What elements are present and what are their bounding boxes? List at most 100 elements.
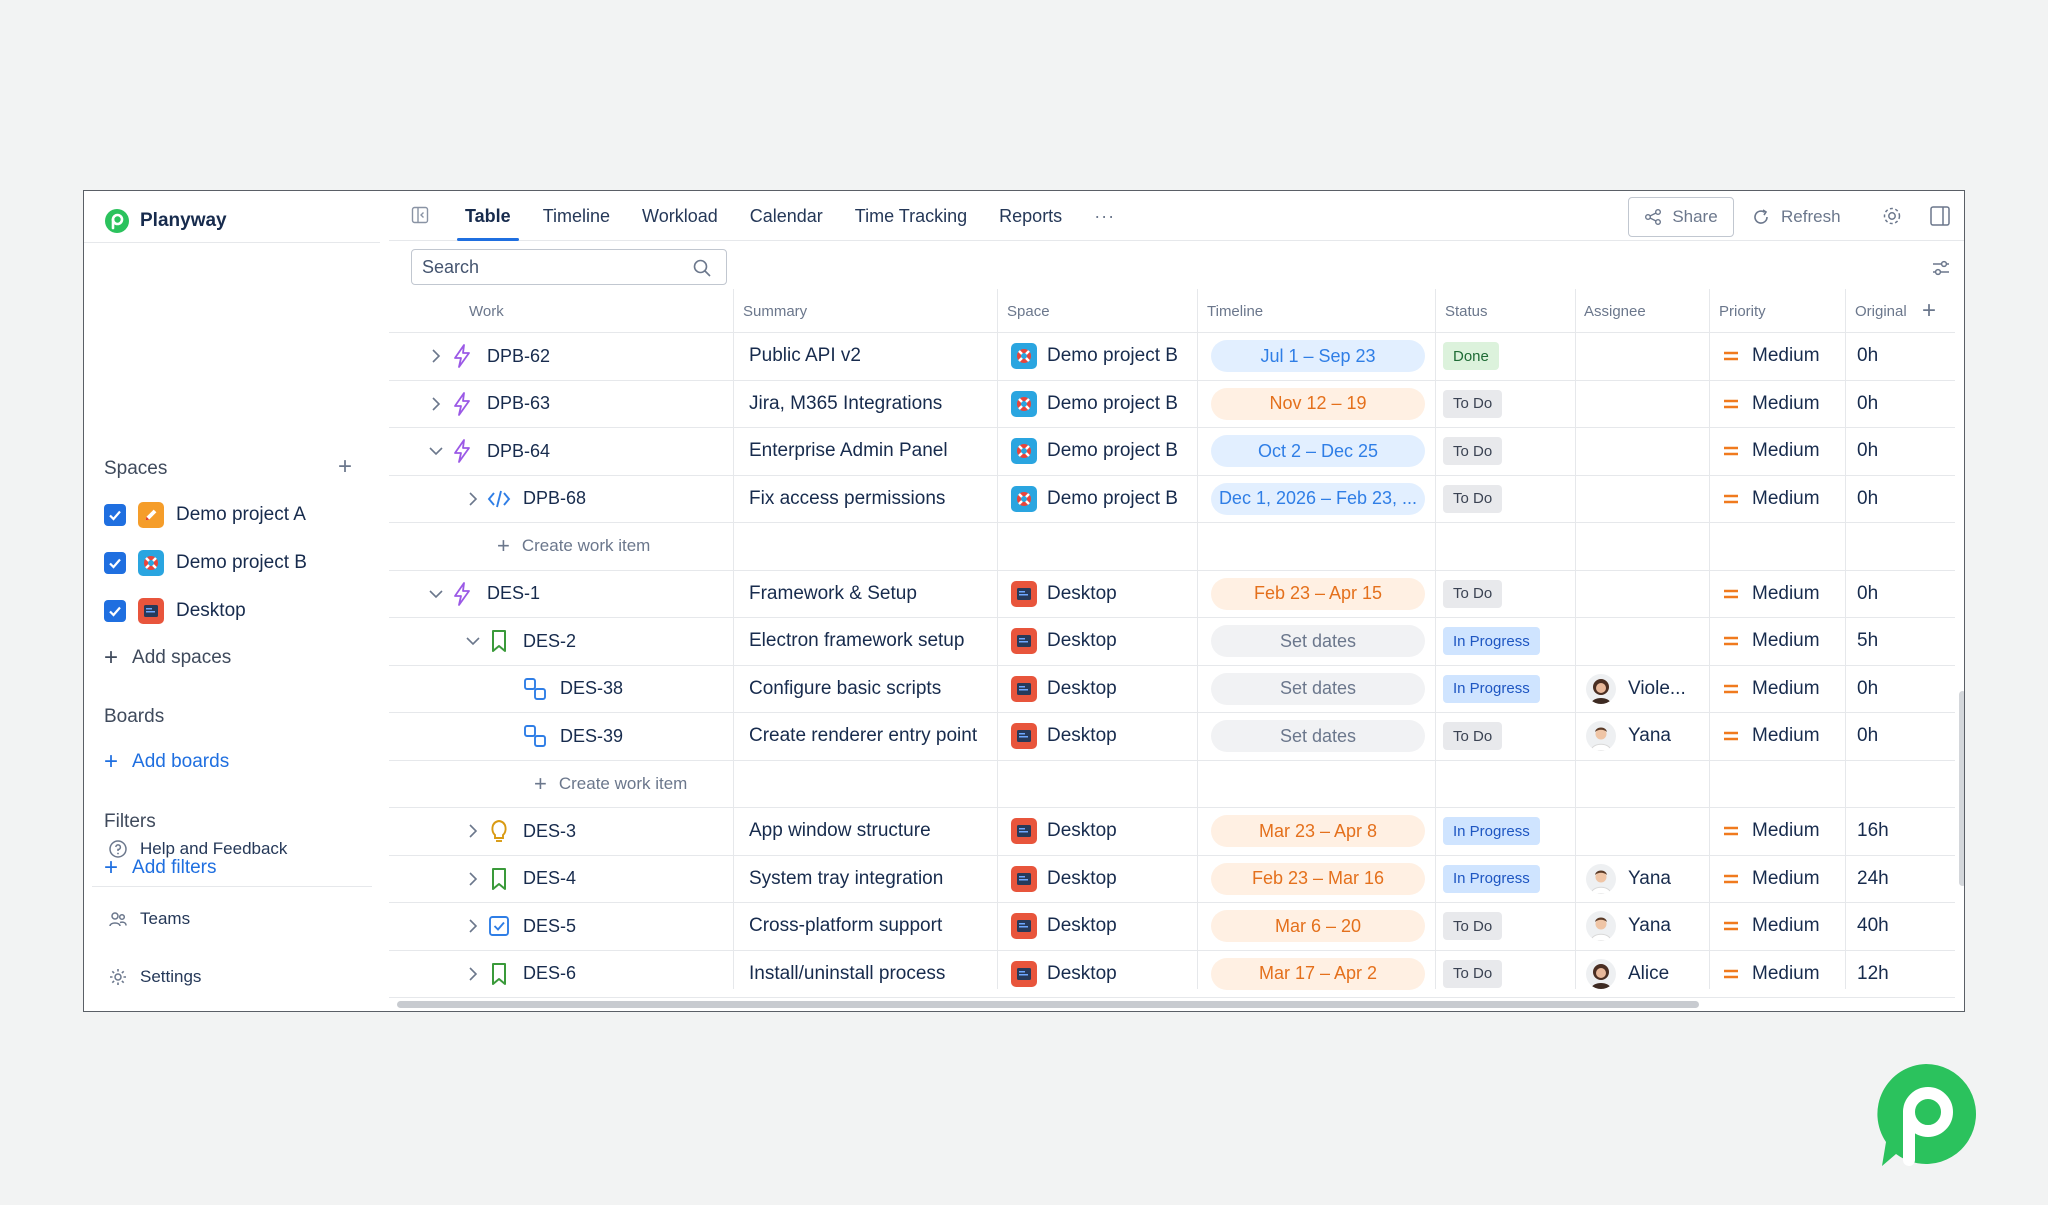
chevron-right-icon[interactable] <box>427 347 445 365</box>
summary-cell[interactable]: Install/uninstall process <box>749 962 946 984</box>
table-row[interactable]: DES-3 App window structure Desktop Mar 23 –… <box>389 808 1955 856</box>
status-badge[interactable]: In Progress <box>1443 674 1540 703</box>
priority-cell[interactable]: Medium <box>1722 428 1820 475</box>
status-badge[interactable]: In Progress <box>1443 627 1540 656</box>
assignee-cell[interactable]: Alice <box>1586 951 1669 998</box>
work-key[interactable]: DES-1 <box>487 583 541 604</box>
assignee-cell[interactable]: Yana <box>1586 856 1671 903</box>
add-boards-button[interactable]: + Add boards <box>104 747 229 777</box>
status-badge[interactable]: To Do <box>1443 437 1503 466</box>
summary-cell[interactable]: System tray integration <box>749 867 944 889</box>
chevron-right-icon[interactable] <box>427 395 445 413</box>
table-row[interactable]: DES-4 System tray integration Desktop Feb 2… <box>389 856 1955 903</box>
summary-cell[interactable]: Cross-platform support <box>749 915 943 937</box>
chevron-right-icon[interactable] <box>464 917 482 935</box>
chevron-right-icon[interactable] <box>464 965 482 983</box>
timeline-pill[interactable]: Mar 17 – Apr 2 <box>1211 957 1425 990</box>
timeline-pill[interactable]: Feb 23 – Mar 16 <box>1211 862 1425 895</box>
refresh-button[interactable]: Refresh <box>1751 197 1841 237</box>
tab-time-tracking[interactable]: Time Tracking <box>854 205 968 226</box>
search-input[interactable] <box>411 249 727 285</box>
header-status[interactable]: Status <box>1445 302 1488 320</box>
status-badge[interactable]: To Do <box>1443 389 1503 418</box>
create-work-item-button[interactable]: + Create work item <box>534 761 687 808</box>
teams-link[interactable]: Teams <box>108 909 190 929</box>
priority-cell[interactable]: Medium <box>1722 571 1820 618</box>
status-badge[interactable]: To Do <box>1443 912 1503 941</box>
original-estimate[interactable]: 0h <box>1857 487 1879 509</box>
header-priority[interactable]: Priority <box>1719 302 1766 320</box>
header-summary[interactable]: Summary <box>743 302 808 320</box>
status-badge[interactable]: To Do <box>1443 484 1503 513</box>
gear-icon[interactable] <box>1881 205 1903 227</box>
summary-cell[interactable]: Fix access permissions <box>749 487 946 509</box>
original-estimate[interactable]: 0h <box>1857 582 1879 604</box>
header-timeline[interactable]: Timeline <box>1207 302 1264 320</box>
horizontal-scrollbar[interactable] <box>397 1001 1699 1008</box>
add-filters-button[interactable]: + Add filters <box>104 853 217 883</box>
priority-cell[interactable]: Medium <box>1722 333 1820 380</box>
create-work-item-button[interactable]: + Create work item <box>497 523 650 570</box>
summary-cell[interactable]: Configure basic scripts <box>749 677 942 699</box>
original-estimate[interactable]: 5h <box>1857 630 1879 652</box>
space-cell[interactable]: Desktop <box>1011 808 1117 855</box>
original-estimate[interactable]: 0h <box>1857 725 1879 747</box>
tab-reports[interactable]: Reports <box>999 205 1063 226</box>
priority-cell[interactable]: Medium <box>1722 476 1820 523</box>
tab-calendar[interactable]: Calendar <box>749 205 823 226</box>
status-badge[interactable]: To Do <box>1443 959 1503 988</box>
timeline-pill[interactable]: Oct 2 – Dec 25 <box>1211 435 1425 468</box>
table-row[interactable]: DES-2 Electron framework setup Desktop Set … <box>389 618 1955 666</box>
table-row[interactable]: DES-39 Create renderer entry point Desktop… <box>389 713 1955 761</box>
table-row[interactable]: DES-6 Install/uninstall process Desktop Mar… <box>389 951 1955 998</box>
tab-timeline[interactable]: Timeline <box>542 205 611 226</box>
tab-table[interactable]: Table <box>449 191 527 241</box>
assignee-cell[interactable]: Yana <box>1586 713 1671 760</box>
original-estimate[interactable]: 0h <box>1857 677 1879 699</box>
space-cell[interactable]: Demo project B <box>1011 476 1178 523</box>
header-assignee[interactable]: Assignee <box>1584 302 1646 320</box>
chevron-down-icon[interactable] <box>427 442 445 460</box>
chevron-down-icon[interactable] <box>464 632 482 650</box>
assignee-cell[interactable]: Yana <box>1586 903 1671 950</box>
original-estimate[interactable]: 16h <box>1857 820 1889 842</box>
space-cell[interactable]: Demo project B <box>1011 381 1178 428</box>
timeline-pill[interactable]: Mar 6 – 20 <box>1211 910 1425 943</box>
space-cell[interactable]: Desktop <box>1011 951 1117 998</box>
tab-workload[interactable]: Workload <box>642 205 718 226</box>
header-space[interactable]: Space <box>1007 302 1050 320</box>
priority-cell[interactable]: Medium <box>1722 951 1820 998</box>
summary-cell[interactable]: Public API v2 <box>749 345 861 367</box>
table-row[interactable]: DES-38 Configure basic scripts Desktop Set … <box>389 666 1955 713</box>
priority-cell[interactable]: Medium <box>1722 666 1820 713</box>
help-feedback-link[interactable]: Help and Feedback <box>108 839 287 859</box>
checkbox-checked-icon[interactable] <box>104 552 126 574</box>
more-tabs-button[interactable]: ··· <box>1094 205 1116 226</box>
brand[interactable]: Planyway <box>104 201 227 241</box>
timeline-pill[interactable]: Set dates <box>1211 625 1425 658</box>
table-row[interactable]: DPB-62 Public API v2 Demo project B Jul 1 –… <box>389 333 1955 381</box>
sliders-icon[interactable] <box>1930 257 1952 279</box>
work-key[interactable]: DPB-63 <box>487 393 551 414</box>
space-cell[interactable]: Desktop <box>1011 571 1117 618</box>
add-spaces-button[interactable]: + Add spaces <box>104 643 231 673</box>
summary-cell[interactable]: Electron framework setup <box>749 630 965 652</box>
work-key[interactable]: DPB-68 <box>523 488 587 509</box>
table-row[interactable]: DPB-63 Jira, M365 Integrations Demo projec… <box>389 381 1955 428</box>
space-item-demo-project-a[interactable]: Demo project A <box>104 498 306 532</box>
priority-cell[interactable]: Medium <box>1722 856 1820 903</box>
table-row[interactable]: DES-5 Cross-platform support Desktop Mar 6 … <box>389 903 1955 951</box>
summary-cell[interactable]: Enterprise Admin Panel <box>749 440 948 462</box>
priority-cell[interactable]: Medium <box>1722 903 1820 950</box>
priority-cell[interactable]: Medium <box>1722 808 1820 855</box>
side-panel-icon[interactable] <box>1929 205 1951 227</box>
add-column-plus-icon[interactable]: + <box>1922 297 1937 324</box>
collapse-sidebar-icon[interactable] <box>411 206 429 224</box>
original-estimate[interactable]: 40h <box>1857 915 1889 937</box>
work-key[interactable]: DES-2 <box>523 630 577 651</box>
status-badge[interactable]: To Do <box>1443 579 1503 608</box>
space-cell[interactable]: Desktop <box>1011 903 1117 950</box>
table-row[interactable]: DPB-64 Enterprise Admin Panel Demo project… <box>389 428 1955 476</box>
settings-link[interactable]: Settings <box>108 967 201 987</box>
timeline-pill[interactable]: Feb 23 – Apr 15 <box>1211 577 1425 610</box>
